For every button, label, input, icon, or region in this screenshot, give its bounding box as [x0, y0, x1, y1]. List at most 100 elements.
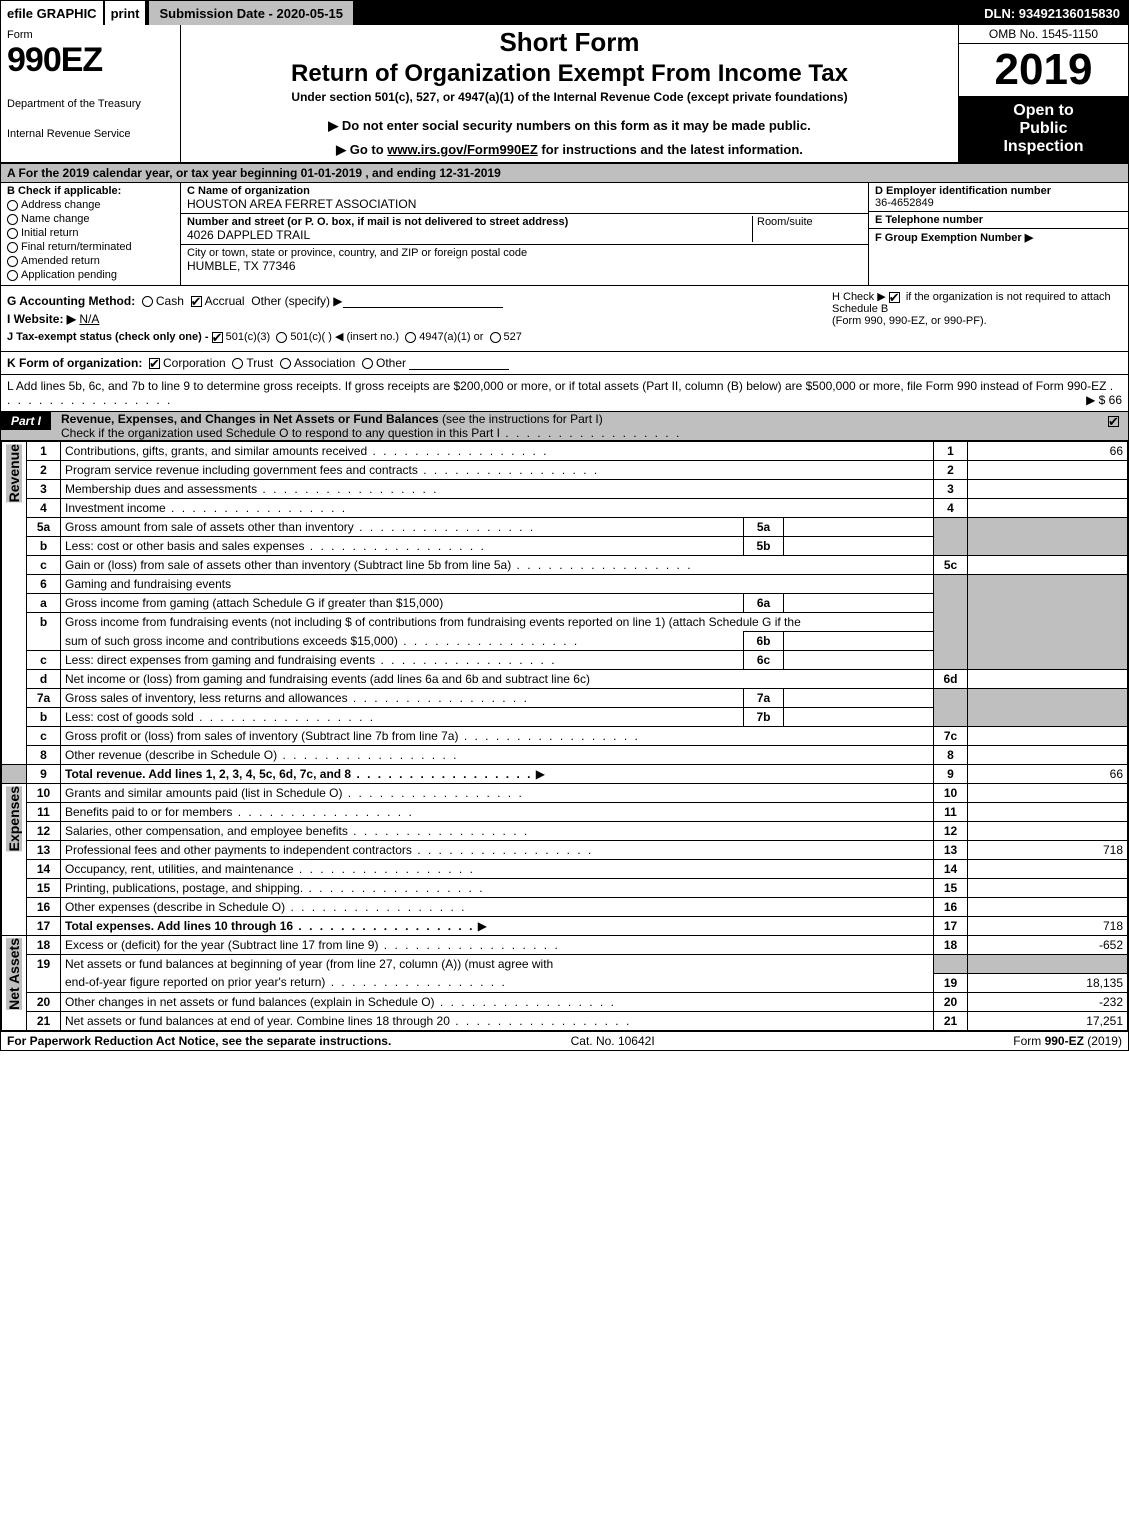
ln9-arrow-icon [532, 767, 545, 781]
form-number: 990EZ [7, 41, 174, 80]
ln3-num: 3 [27, 480, 61, 499]
ln6b-desc2: of contributions from fundraising events… [355, 615, 801, 629]
ln21-ln: 21 [934, 1011, 968, 1030]
chk-name-change[interactable]: Name change [7, 213, 174, 225]
j-501c3-check[interactable] [212, 332, 223, 343]
g-cash-radio[interactable] [142, 296, 153, 307]
ln17-desc: Total expenses. Add lines 10 through 16 [65, 919, 474, 933]
ln6d-num: d [27, 670, 61, 689]
i-value: N/A [79, 312, 99, 326]
ln3-amt [968, 480, 1128, 499]
ln20-amt: -232 [968, 992, 1128, 1011]
sched-o-check[interactable] [1108, 416, 1119, 427]
ln6d-amt [968, 670, 1128, 689]
ln14-desc: Occupancy, rent, utilities, and maintena… [65, 862, 475, 876]
ln20-num: 20 [27, 992, 61, 1011]
ln7ab-amt-shade [968, 689, 1128, 727]
ln5c-ln: 5c [934, 556, 968, 575]
j-501c: 501(c)( ) ◀ (insert no.) [290, 331, 399, 343]
table-row: 7a Gross sales of inventory, less return… [2, 689, 1128, 708]
ln1-ln: 1 [934, 442, 968, 461]
c-city: HUMBLE, TX 77346 [187, 259, 862, 273]
table-row: 20 Other changes in net assets or fund b… [2, 992, 1128, 1011]
k-assoc: Association [294, 356, 355, 370]
goto-link[interactable]: www.irs.gov/Form990EZ [387, 142, 538, 157]
chk-address-change[interactable]: Address change [7, 199, 174, 211]
j-527: 527 [504, 331, 522, 343]
efile-label: efile GRAPHIC [1, 1, 103, 25]
k-corp-check[interactable] [149, 358, 160, 369]
ln10-desc: Grants and similar amounts paid (list in… [65, 786, 524, 800]
ln5a-desc: Gross amount from sale of assets other t… [65, 520, 535, 534]
j-4947-radio[interactable] [405, 332, 416, 343]
ln21-desc: Net assets or fund balances at end of ye… [65, 1014, 631, 1028]
ln7b-subv [784, 708, 934, 727]
ln8-desc: Other revenue (describe in Schedule O) [65, 748, 458, 762]
j-501c-radio[interactable] [276, 332, 287, 343]
ln5a-num: 5a [27, 518, 61, 537]
line-k: K Form of organization: Corporation Trus… [1, 352, 1128, 375]
form-990ez-page: efile GRAPHIC print Submission Date - 20… [0, 0, 1129, 1051]
table-row: 4 Investment income 4 [2, 499, 1128, 518]
j-501c3: 501(c)(3) [226, 331, 271, 343]
chk-final-return[interactable]: Final return/terminated [7, 241, 174, 253]
ln2-ln: 2 [934, 461, 968, 480]
ln6-ln-shade [934, 575, 968, 670]
ln1-amt: 66 [968, 442, 1128, 461]
k-assoc-radio[interactable] [280, 358, 291, 369]
ln7a-sub: 7a [744, 689, 784, 708]
k-other: Other [376, 356, 406, 370]
meta-block: G Accounting Method: Cash Accrual Other … [1, 286, 1128, 352]
side-rev-end [2, 765, 27, 784]
part-i-sub: Check if the organization used Schedule … [61, 426, 500, 440]
ln4-ln: 4 [934, 499, 968, 518]
part-i-title: Revenue, Expenses, and Changes in Net As… [61, 410, 439, 426]
g-other: Other (specify) ▶ [251, 294, 342, 308]
chk-initial-return[interactable]: Initial return [7, 227, 174, 239]
k-trust-radio[interactable] [232, 358, 243, 369]
g-cash: Cash [156, 294, 184, 308]
section-def: D Employer identification number 36-4652… [868, 183, 1128, 285]
ln7a-desc: Gross sales of inventory, less returns a… [65, 691, 529, 705]
f-group-label: F Group Exemption Number ▶ [875, 231, 1122, 244]
k-other-radio[interactable] [362, 358, 373, 369]
ln6c-num: c [27, 651, 61, 670]
table-row: 19 Net assets or fund balances at beginn… [2, 955, 1128, 974]
ln15-ln: 15 [934, 879, 968, 898]
ln4-amt [968, 499, 1128, 518]
ln8-ln: 8 [934, 746, 968, 765]
ln8-amt [968, 746, 1128, 765]
print-button[interactable]: print [103, 1, 146, 25]
ln13-num: 13 [27, 841, 61, 860]
table-row: 3 Membership dues and assessments 3 [2, 480, 1128, 499]
ln16-amt [968, 898, 1128, 917]
page-footer: For Paperwork Reduction Act Notice, see … [1, 1031, 1128, 1050]
table-row: 12 Salaries, other compensation, and emp… [2, 822, 1128, 841]
ln5ab-ln-shade [934, 518, 968, 556]
chk-amended-return[interactable]: Amended return [7, 255, 174, 267]
ln16-desc: Other expenses (describe in Schedule O) [65, 900, 466, 914]
j-527-radio[interactable] [490, 332, 501, 343]
ln7b-num: b [27, 708, 61, 727]
ln13-ln: 13 [934, 841, 968, 860]
i-label: I Website: ▶ [7, 312, 76, 326]
g-accrual: Accrual [205, 294, 245, 308]
ln10-num: 10 [27, 784, 61, 803]
c-street-label: Number and street (or P. O. box, if mail… [187, 216, 568, 228]
goto-pre: ▶ Go to [336, 142, 387, 157]
footer-mid: Cat. No. 10642I [571, 1034, 655, 1048]
dept-irs: Internal Revenue Service [7, 128, 174, 140]
ln6b-num: b [27, 613, 61, 651]
k-other-blank[interactable] [409, 358, 509, 370]
chk-final-return-label: Final return/terminated [21, 241, 132, 253]
table-row: 9 Total revenue. Add lines 1, 2, 3, 4, 5… [2, 765, 1128, 784]
ln13-amt: 718 [968, 841, 1128, 860]
h-check[interactable] [889, 292, 900, 303]
ln5c-num: c [27, 556, 61, 575]
ln7b-sub: 7b [744, 708, 784, 727]
g-other-blank[interactable] [343, 296, 503, 308]
ln19-amt: 18,135 [968, 973, 1128, 992]
g-accrual-check[interactable] [191, 296, 202, 307]
chk-application-pending[interactable]: Application pending [7, 269, 174, 281]
j-4947: 4947(a)(1) or [419, 331, 483, 343]
